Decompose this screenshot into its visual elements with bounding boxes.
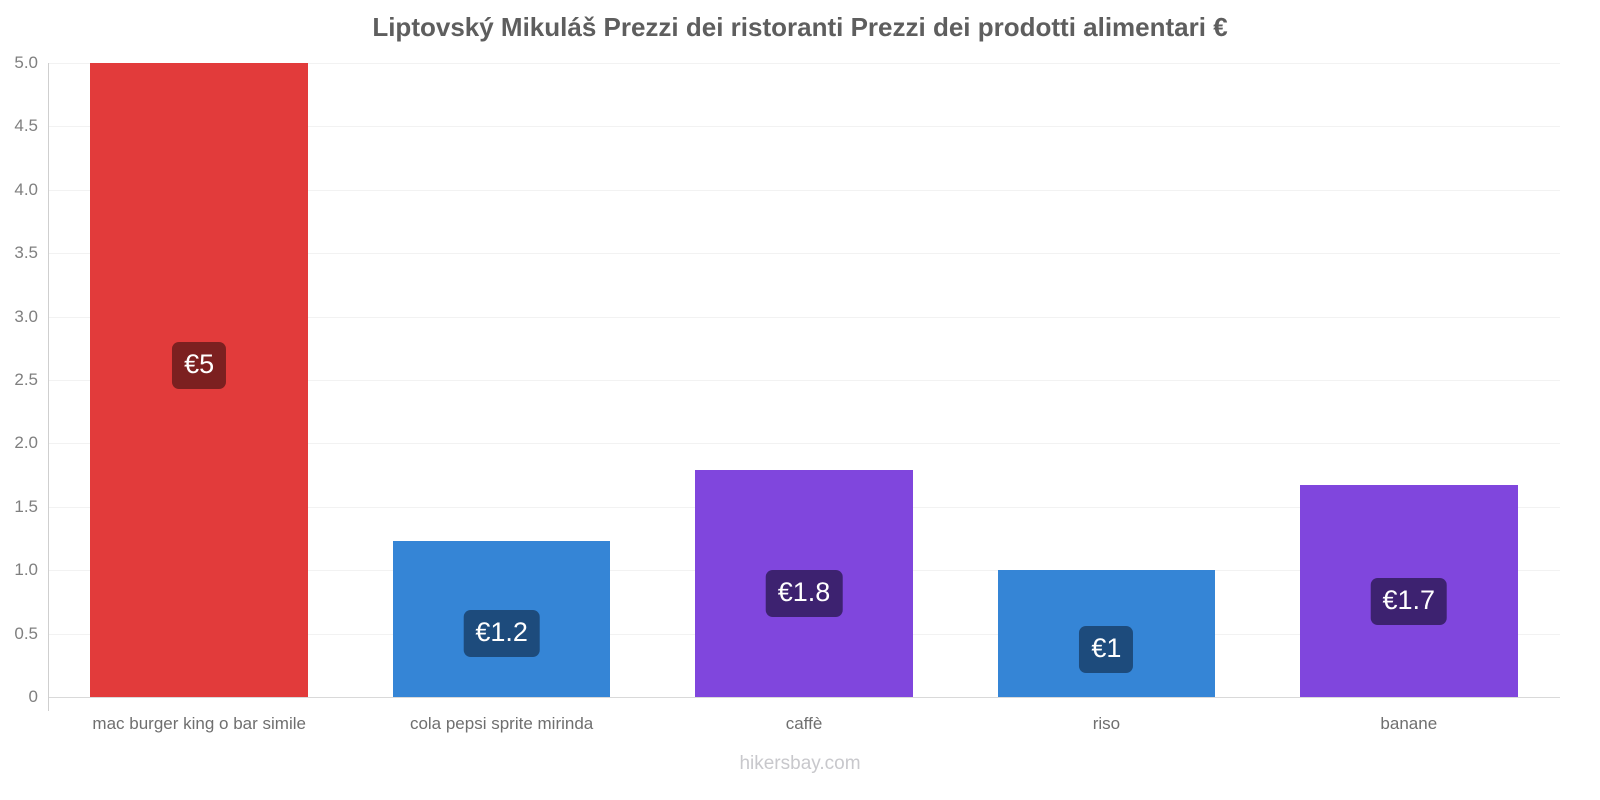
bar-value-label: €1.8 (765, 569, 843, 617)
y-tick-label: 5.0 (14, 53, 38, 72)
y-tick-label: 4.5 (14, 116, 38, 136)
bar-value-label: €1.7 (1370, 578, 1448, 626)
gridline (48, 443, 1560, 445)
bar[interactable]: €1.8 (695, 470, 913, 697)
y-tick-label: 4.0 (14, 179, 38, 199)
gridline (48, 380, 1560, 381)
x-tick-label: banane (1380, 714, 1438, 733)
gridline (48, 697, 1560, 698)
x-tick-label: caffè (785, 714, 823, 733)
gridline (48, 63, 1560, 64)
x-tick-label: riso (1092, 714, 1121, 733)
bar-value-label: €5 (172, 341, 227, 389)
chart-title: Liptovský Mikuláš Prezzi dei ristoranti … (372, 12, 1228, 42)
gridline (48, 126, 1560, 128)
gridline (48, 253, 1560, 255)
bar[interactable]: €1 (997, 570, 1216, 697)
y-tick-label: 0.5 (14, 623, 38, 643)
y-tick-label: 2.0 (14, 433, 38, 453)
gridline (48, 189, 1560, 191)
y-tick-label: 3.0 (14, 306, 38, 326)
y-tick-label: 2.5 (14, 370, 38, 389)
y-tick-label: 1.5 (14, 496, 38, 516)
y-tick-label: 3.5 (14, 243, 38, 263)
x-axis-tick-labels: mac burger king o bar simile cola pepsi s… (48, 714, 1560, 744)
gridline (48, 316, 1560, 318)
bar-value-label: €1 (1079, 625, 1134, 673)
bars-layer: €5 €1.2 €1.8 €1 €1.7 (48, 63, 1560, 697)
y-tick-label: 1.0 (14, 560, 38, 580)
bar[interactable]: €1.7 (1299, 485, 1518, 697)
watermark-text: hikersbay.com (739, 753, 861, 774)
bar-value-label: €1.2 (463, 609, 540, 657)
y-tick-label: 0 (28, 687, 38, 706)
x-tick-label: mac burger king o bar simile (92, 714, 306, 733)
bar[interactable]: €5 (90, 63, 309, 697)
y-axis-line (48, 63, 49, 711)
x-tick-label: cola pepsi sprite mirinda (409, 714, 594, 733)
bar[interactable]: €1.2 (392, 541, 611, 697)
